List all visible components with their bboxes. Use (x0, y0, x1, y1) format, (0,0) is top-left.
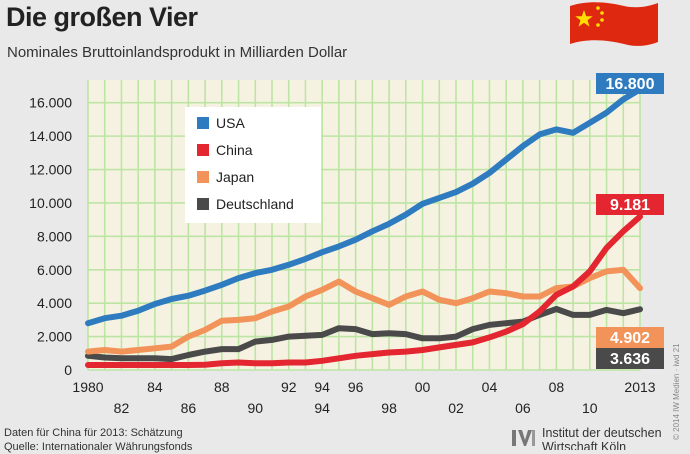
footnote-estimate: Daten für China für 2013: Schätzung (4, 427, 183, 439)
y-tick-label: 12.000 (29, 162, 72, 178)
legend-swatch (197, 117, 209, 129)
end-label-value: 4.902 (610, 330, 650, 347)
x-tick-label: 96 (348, 379, 364, 395)
series-line-japan (85, 266, 643, 355)
x-tick-label: 04 (482, 379, 498, 395)
x-tick-label: 1980 (72, 379, 103, 395)
legend-swatch (197, 198, 209, 210)
end-value-labels: 16.800 9.181 4.902 3.636 (596, 73, 664, 369)
end-label-box (596, 194, 664, 215)
legend-swatch (197, 171, 209, 183)
end-label-box (596, 327, 664, 348)
series-lines (85, 86, 643, 368)
x-tick-label: 84 (147, 379, 163, 395)
publisher-line-2: Wirtschaft Köln (542, 440, 627, 450)
x-tick-label: 90 (247, 400, 263, 416)
x-tick-label: 82 (114, 400, 130, 416)
y-tick-label: 16.000 (29, 95, 72, 111)
x-tick-label: 92 (281, 379, 297, 395)
y-tick-label: 4.000 (37, 295, 72, 311)
y-tick-label: 14.000 (29, 128, 72, 144)
legend-label: Deutschland (216, 196, 294, 212)
legend-swatch (197, 144, 209, 156)
publisher-line-1: Institut der deutschen (542, 426, 662, 440)
footnote-source: Quelle: Internationaler Währungsfonds (4, 441, 193, 453)
iw-logo-icon (512, 430, 535, 446)
series-line-deutschland (85, 306, 643, 363)
series-line-china (85, 213, 643, 368)
chart-subtitle: Nominales Bruttoinlandsprodukt in Millia… (7, 44, 348, 61)
end-label-value: 3.636 (610, 351, 650, 368)
y-tick-label: 0 (64, 362, 72, 378)
y-axis-tick-labels: 0 2.000 4.000 6.000 8.000 10.000 12.000 14.000 1… (29, 95, 72, 378)
x-tick-label: 94 (314, 400, 330, 416)
y-tick-label: 2.000 (37, 329, 72, 345)
legend-label: USA (216, 115, 245, 131)
plot-area (88, 80, 640, 370)
series-line-usa (85, 86, 643, 327)
legend-label: Japan (216, 169, 254, 185)
y-tick-label: 8.000 (37, 228, 72, 244)
plot-background (88, 80, 640, 370)
legend: USA China Japan Deutschland (185, 107, 321, 223)
end-label-value: 9.181 (610, 197, 650, 214)
x-tick-label: 98 (381, 400, 397, 416)
x-tick-label: 88 (214, 379, 230, 395)
y-tick-label: 6.000 (37, 262, 72, 278)
x-tick-label: 08 (549, 379, 565, 395)
legend-label: China (216, 142, 253, 158)
end-label-box (596, 73, 664, 94)
x-tick-label: 2013 (624, 379, 655, 395)
x-tick-label: 86 (181, 400, 197, 416)
x-tick-label: 10 (582, 400, 598, 416)
x-tick-label: 02 (448, 400, 464, 416)
china-flag-icon (570, 2, 658, 46)
end-label-value: 16.800 (606, 76, 655, 93)
x-tick-label: 94 (314, 379, 330, 395)
publisher-block: Institut der deutschen Wirtschaft Köln (512, 426, 672, 450)
x-tick-label: 00 (415, 379, 431, 395)
x-tick-label: 06 (515, 400, 531, 416)
chart-title: Die großen Vier (6, 2, 198, 32)
y-tick-label: 10.000 (29, 195, 72, 211)
end-label-box (596, 348, 664, 369)
horizontal-gridlines (88, 101, 640, 371)
copyright-credit: © 2014 IW Medien · iwd 21 (672, 343, 681, 440)
x-axis-tick-labels: 1980 84 88 92 94 96 00 04 08 2013 82 86 90 94 98 02 06 10 (72, 379, 655, 416)
